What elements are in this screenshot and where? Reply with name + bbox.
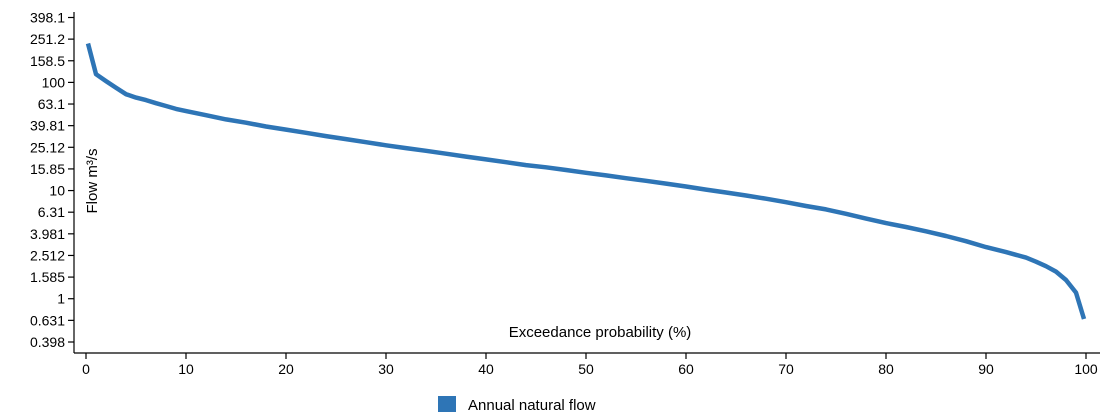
x-tick-label: 70	[778, 361, 794, 377]
y-tick-label: 0.631	[30, 312, 65, 328]
x-tick-label: 100	[1074, 361, 1098, 377]
y-tick-label: 1	[57, 291, 65, 307]
series-line-annual-natural-flow	[85, 42, 1087, 320]
y-tick-label: 63.1	[38, 96, 65, 112]
y-tick-label: 251.2	[30, 31, 65, 47]
x-tick-label: 0	[82, 361, 90, 377]
y-axis-title: Flow m³/s	[84, 149, 101, 214]
y-tick-label: 100	[42, 74, 66, 90]
x-axis: 0 10 20 30 40 50 60 70 80 90 100	[74, 352, 1100, 377]
y-tick-label: 398.1	[30, 10, 65, 26]
y-tick-label: 2.512	[30, 247, 65, 263]
x-ticks: 0 10 20 30 40 50 60 70 80 90 100	[82, 353, 1098, 377]
y-ticks: 398.1 251.2 158.5 100 63.1 39.81 25.12 15.85 10 6…	[30, 10, 74, 350]
x-tick-label: 60	[678, 361, 694, 377]
x-tick-label: 80	[878, 361, 894, 377]
y-tick-label: 15.85	[30, 161, 65, 177]
legend-swatch-annual-natural-flow[interactable]	[438, 396, 456, 412]
x-axis-title: Exceedance probability (%)	[509, 324, 692, 341]
x-tick-label: 40	[478, 361, 494, 377]
x-tick-label: 90	[978, 361, 994, 377]
x-tick-label: 20	[278, 361, 294, 377]
y-tick-label: 0.398	[30, 334, 65, 350]
series-layer	[85, 42, 1087, 320]
y-tick-label: 1.585	[30, 269, 65, 285]
y-axis: 398.1 251.2 158.5 100 63.1 39.81 25.12 15.85 10 6…	[30, 10, 75, 353]
legend[interactable]: Annual natural flow	[438, 396, 596, 414]
y-tick-label: 3.981	[30, 226, 65, 242]
x-tick-label: 10	[178, 361, 194, 377]
x-tick-label: 50	[578, 361, 594, 377]
y-tick-label: 25.12	[30, 139, 65, 155]
legend-label-annual-natural-flow[interactable]: Annual natural flow	[468, 397, 596, 414]
y-tick-label: 10	[49, 183, 65, 199]
y-tick-label: 6.31	[38, 204, 65, 220]
x-tick-label: 30	[378, 361, 394, 377]
y-tick-label: 158.5	[30, 53, 65, 69]
y-tick-label: 39.81	[30, 118, 65, 134]
